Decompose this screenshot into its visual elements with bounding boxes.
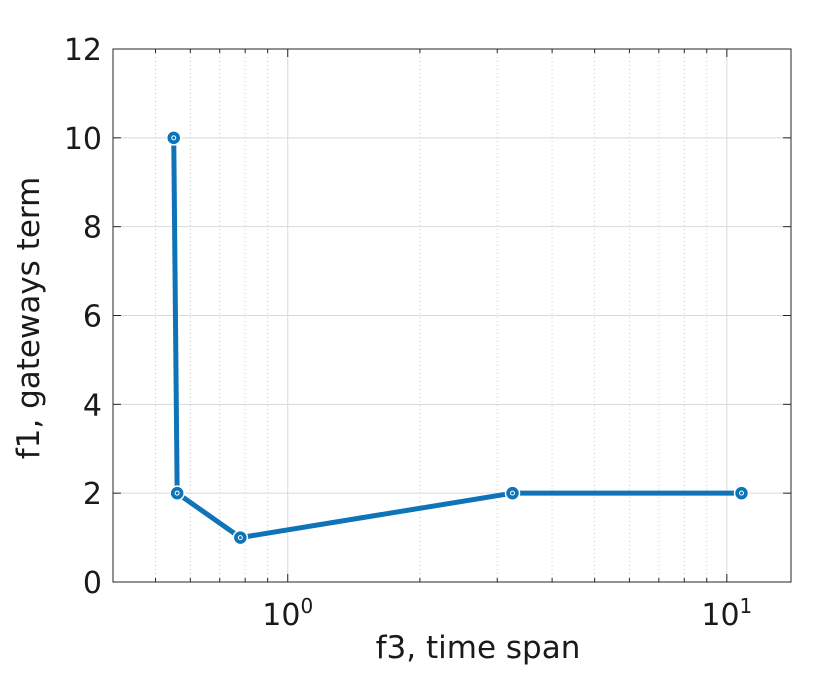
data-point-center xyxy=(174,490,180,496)
y-tick-labels: 0 2 4 6 8 10 12 xyxy=(64,33,102,601)
data-point-center xyxy=(510,490,516,496)
data-point-center xyxy=(237,535,243,541)
y-tick-label: 2 xyxy=(83,477,102,512)
x-tick-labels: 100 101 xyxy=(262,594,752,633)
series-layer xyxy=(165,130,750,546)
data-point-center xyxy=(171,135,177,141)
series-line xyxy=(171,135,745,541)
x-axis-label: f3, time span xyxy=(376,630,581,666)
data-point xyxy=(165,130,182,146)
y-tick-label: 6 xyxy=(83,300,102,335)
axis-ticks xyxy=(113,48,791,583)
data-point xyxy=(232,529,249,546)
data-point xyxy=(504,485,521,501)
data-point-center xyxy=(739,490,745,496)
y-tick-label: 12 xyxy=(64,33,102,68)
x-tick-label: 101 xyxy=(701,594,752,633)
data-point xyxy=(733,485,750,501)
y-tick-label: 0 xyxy=(83,566,102,601)
y-axis-label: f1, gateways term xyxy=(11,177,47,460)
y-tick-label: 10 xyxy=(64,122,102,157)
data-point xyxy=(169,485,185,501)
y-tick-label: 8 xyxy=(83,211,102,246)
x-tick-label: 100 xyxy=(262,594,313,633)
y-tick-label: 4 xyxy=(83,388,102,423)
